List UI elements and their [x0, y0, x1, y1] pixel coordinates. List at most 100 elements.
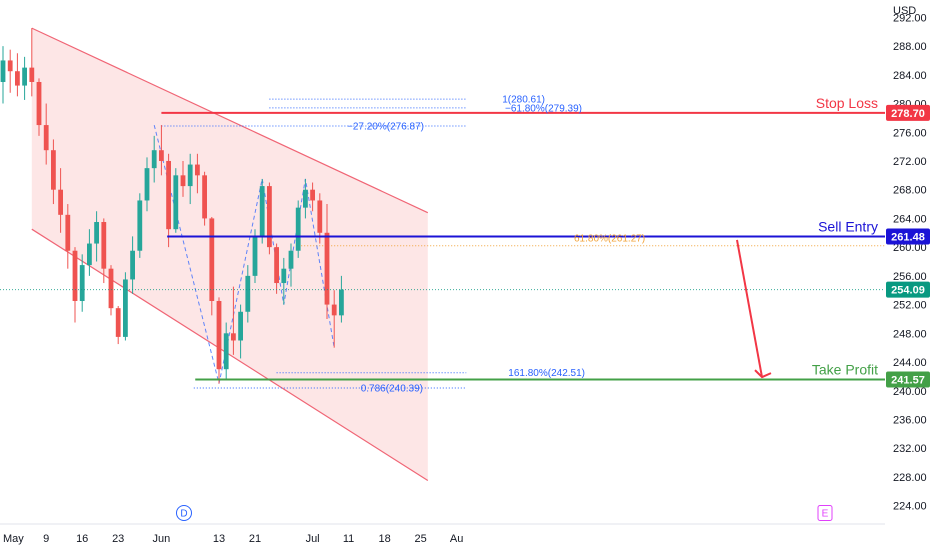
y-tick-label: 228.00	[893, 472, 927, 484]
candle-body	[101, 222, 107, 269]
candle-body	[51, 150, 56, 190]
candle-body	[65, 214, 71, 251]
candle-body	[0, 60, 6, 82]
level-label: Stop Loss	[816, 95, 878, 111]
x-tick-label: 21	[249, 533, 261, 545]
y-tick-label: 284.00	[893, 70, 927, 82]
channel-lower-line[interactable]	[31, 228, 429, 482]
candle-body	[223, 333, 229, 370]
candle-body	[79, 265, 85, 301]
x-tick-label: 11	[343, 533, 354, 545]
y-tick-label: 252.00	[893, 300, 927, 312]
candle-body	[252, 236, 258, 276]
arrow-head	[754, 369, 772, 379]
candle-body	[195, 164, 200, 176]
fib-label: 161.80%(242.51)	[508, 368, 585, 379]
y-tick-label: 292.00	[893, 12, 927, 24]
candle-body	[288, 250, 294, 269]
candle-body	[159, 150, 164, 161]
price-tag-label: 254.09	[891, 285, 925, 297]
price-tags: 278.70 261.48 241.57 254.09	[886, 104, 930, 388]
x-tick-label: Jun	[153, 533, 171, 545]
candle-body	[7, 60, 13, 72]
y-tick-label: 232.00	[893, 443, 927, 455]
price-tag	[886, 281, 930, 298]
candle-body	[173, 175, 179, 230]
candle-body	[94, 222, 99, 244]
candlestick-series	[0, 28, 344, 384]
candle-body	[137, 200, 143, 251]
x-tick-label: May	[3, 533, 24, 545]
candle-body	[87, 243, 92, 266]
fib-label: −61.80%(279.39)	[505, 103, 582, 114]
candle-body	[72, 250, 78, 301]
price-tag-label: 278.70	[891, 108, 925, 120]
y-tick-label: 248.00	[893, 328, 927, 340]
candle-body	[310, 189, 315, 201]
candle-body	[115, 308, 121, 337]
price-tag-label: 241.57	[891, 374, 925, 386]
candle-body	[166, 160, 171, 230]
badge-label: E	[822, 509, 829, 520]
harmonic-pattern-path[interactable]	[153, 124, 335, 384]
candle-body	[317, 200, 323, 233]
price-tag	[886, 371, 930, 388]
candle-body	[339, 289, 344, 316]
candle-body	[43, 125, 49, 151]
channel-upper-line[interactable]	[31, 27, 429, 214]
x-tick-label: 13	[213, 533, 225, 545]
candle-body	[22, 67, 27, 86]
fib-label: −27.20%(276.87)	[347, 122, 424, 133]
x-tick-label: Au	[450, 533, 463, 545]
projection-arrow[interactable]	[736, 239, 772, 379]
price-tag-label: 261.48	[891, 232, 925, 244]
arrow-shaft	[736, 239, 763, 378]
candle-body	[209, 218, 215, 301]
candle-body	[274, 247, 279, 284]
price-axis[interactable]: 224.00 228.00 232.00 236.00 240.00 244.00 248.…	[893, 12, 927, 512]
candle-body	[130, 250, 135, 280]
level-label: Sell Entry	[818, 219, 878, 235]
y-tick-label: 244.00	[893, 357, 927, 369]
y-tick-label: 224.00	[893, 501, 927, 513]
candle-body	[303, 189, 308, 208]
candle-body	[216, 300, 222, 370]
candle-body	[123, 279, 128, 337]
candle-body	[331, 304, 337, 316]
candle-body	[295, 207, 301, 251]
dividend-badge[interactable]	[176, 505, 192, 521]
candle-body	[267, 186, 272, 248]
x-tick-label: 16	[76, 533, 88, 545]
price-tag	[886, 104, 930, 121]
candle-body	[108, 268, 114, 309]
trade-levels: Stop Loss Sell Entry Take Profit	[161, 95, 885, 381]
x-tick-label: 25	[414, 533, 426, 545]
y-tick-label: 276.00	[893, 127, 927, 139]
candle-body	[245, 275, 251, 312]
candle-body	[29, 67, 35, 82]
y-tick-label: 288.00	[893, 41, 927, 53]
fib-label: 1(280.61)	[502, 95, 545, 106]
x-tick-label: 9	[43, 533, 49, 545]
candle-body	[281, 268, 287, 284]
candle-body	[238, 311, 243, 341]
level-label: Take Profit	[812, 361, 878, 377]
y-tick-label: 268.00	[893, 185, 927, 197]
fibonacci-labels: 1(280.61)−61.80%(279.39) −27.20%(276.87) 6…	[347, 95, 645, 395]
candle-body	[259, 186, 265, 237]
candle-body	[187, 164, 193, 187]
earnings-badge[interactable]	[817, 505, 833, 521]
y-tick-label: 264.00	[893, 213, 927, 225]
candle-body	[324, 232, 330, 305]
fib-label: 0.786(240.39)	[361, 383, 423, 394]
candle-body	[58, 189, 63, 215]
fibonacci-guides	[161, 98, 885, 389]
x-tick-label: Jul	[306, 533, 320, 545]
y-tick-label: 260.00	[893, 242, 927, 254]
candle-body	[36, 81, 42, 126]
time-axis[interactable]: May 9 16 23 Jun 13 21 Jul 11 18 25 Au	[3, 533, 463, 545]
candle-body	[15, 71, 20, 86]
candle-body	[151, 150, 157, 169]
